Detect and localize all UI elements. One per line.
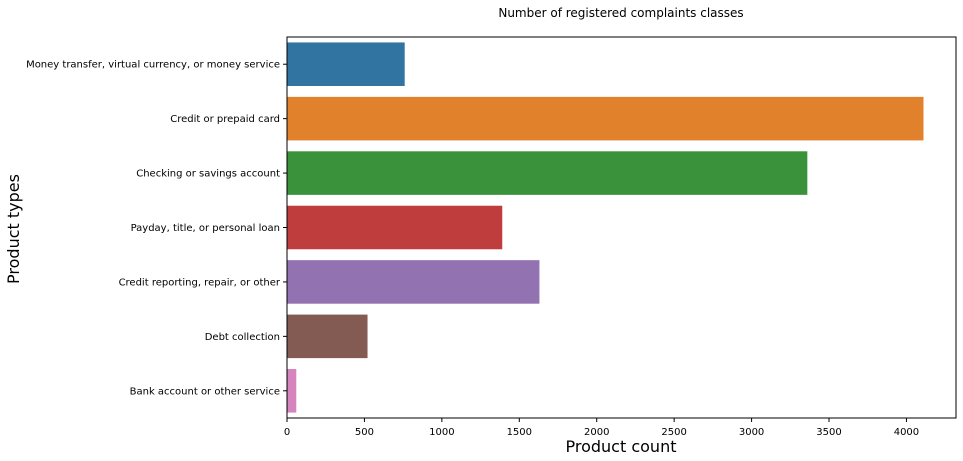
bar-0: [287, 42, 405, 86]
y-tick-label: Checking or savings account: [136, 169, 280, 180]
x-tick-label: 1500: [507, 427, 532, 438]
x-tick-label: 500: [355, 427, 374, 438]
y-tick-label: Credit or prepaid card: [170, 114, 280, 125]
x-tick-label: 4000: [894, 427, 919, 438]
bars-group: [287, 42, 924, 413]
bar-4: [287, 260, 540, 304]
chart-title: Number of registered complaints classes: [498, 6, 743, 20]
bar-6: [287, 369, 297, 413]
y-tick-label: Credit reporting, repair, or other: [119, 277, 281, 288]
y-tick-label: Payday, title, or personal loan: [131, 223, 280, 234]
x-axis-ticks: 0 500 1000 1500 2000 2500 3000 3500 4000: [284, 418, 919, 438]
plot-area-frame: [286, 36, 957, 419]
x-tick-label: 3500: [816, 427, 841, 438]
y-tick-label: Bank account or other service: [130, 386, 280, 397]
x-axis-label: Product count: [566, 437, 677, 456]
y-tick-label: Money transfer, virtual currency, or mon…: [26, 60, 280, 71]
x-tick-label: 1000: [429, 427, 454, 438]
x-tick-label: 2500: [661, 427, 686, 438]
x-tick-label: 3000: [739, 427, 764, 438]
x-tick-label: 2000: [584, 427, 609, 438]
bar-1: [287, 96, 924, 141]
bar-5: [287, 314, 368, 359]
y-axis-label: Product types: [4, 174, 23, 284]
y-tick-label: Debt collection: [205, 332, 280, 343]
bar-2: [287, 151, 808, 195]
bar-3: [287, 205, 503, 250]
y-axis-ticks: Money transfer, virtual currency, or mon…: [26, 60, 287, 397]
x-tick-label: 0: [284, 427, 290, 438]
